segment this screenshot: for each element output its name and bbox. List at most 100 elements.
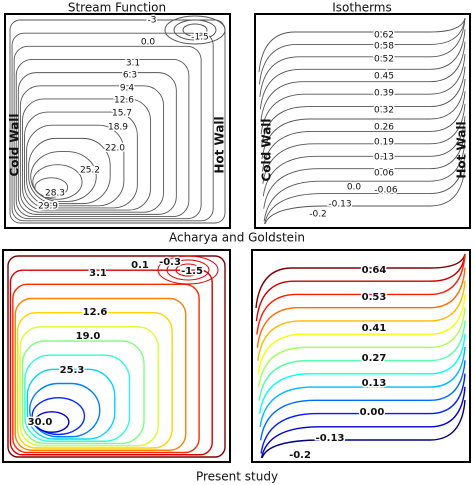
contour-line bbox=[9, 269, 213, 456]
contour-line bbox=[258, 17, 466, 73]
contour-line bbox=[24, 354, 131, 442]
contour-label: 25.2 bbox=[80, 166, 100, 176]
contour-label: -3 bbox=[148, 16, 157, 26]
contour-label: 6.3 bbox=[123, 71, 137, 81]
contour-label: 0.64 bbox=[362, 265, 387, 276]
contour-line bbox=[29, 382, 101, 438]
contour-lines bbox=[7, 15, 466, 459]
contour-label: 0.39 bbox=[374, 89, 394, 99]
contour-line bbox=[173, 19, 217, 41]
contour-line bbox=[259, 17, 466, 97]
contour-line bbox=[258, 307, 466, 388]
contour-line bbox=[255, 253, 466, 309]
contour-label: 0.58 bbox=[374, 42, 394, 52]
contour-label: 0.00 bbox=[360, 407, 385, 418]
contour-line bbox=[13, 45, 202, 220]
contour-label: 0.41 bbox=[362, 323, 387, 334]
panel-frame bbox=[4, 13, 231, 229]
contour-line bbox=[264, 153, 466, 225]
contour-line bbox=[166, 259, 210, 281]
contour-label: -0.06 bbox=[374, 186, 398, 196]
contour-line bbox=[26, 124, 125, 207]
contour-line bbox=[262, 103, 466, 184]
contour-line bbox=[182, 23, 208, 37]
contour-label: 30.0 bbox=[28, 417, 53, 428]
contour-label: 0.1 bbox=[131, 260, 149, 271]
contour-line bbox=[260, 54, 466, 135]
contour-line bbox=[264, 165, 466, 225]
contour-label: 0.0 bbox=[141, 38, 156, 48]
contour-line bbox=[257, 294, 466, 375]
contour-line bbox=[263, 141, 466, 222]
contour-line bbox=[33, 411, 70, 433]
contour-line bbox=[164, 15, 226, 45]
wall-label: Cold Wall bbox=[260, 118, 274, 181]
contour-line bbox=[256, 254, 466, 335]
contour-line bbox=[257, 280, 466, 362]
contour-line bbox=[175, 263, 201, 277]
contour-label: 0.19 bbox=[374, 138, 394, 148]
wall-label: Hot Wall bbox=[213, 116, 227, 173]
contour-label: 9.4 bbox=[120, 84, 135, 94]
contour-label: -1.5 bbox=[181, 266, 203, 277]
contour-label: 29.9 bbox=[38, 202, 58, 212]
contour-line bbox=[258, 17, 466, 85]
contour-line bbox=[157, 255, 219, 285]
contour-label: 22.0 bbox=[105, 144, 125, 154]
contour-label: -0.2 bbox=[309, 210, 327, 220]
contour-label: 0.32 bbox=[374, 106, 394, 116]
contour-line bbox=[30, 151, 97, 202]
contour-line bbox=[15, 59, 190, 217]
wall-label: Cold Wall bbox=[8, 113, 22, 176]
contour-label: 0.45 bbox=[374, 72, 394, 82]
contour-line bbox=[261, 399, 466, 459]
contour-label: 28.3 bbox=[45, 189, 65, 199]
contour-line bbox=[259, 360, 466, 441]
contour-label: 0.27 bbox=[362, 353, 387, 364]
contour-line bbox=[24, 111, 138, 209]
contour-label: 0.26 bbox=[374, 123, 394, 133]
contour-label: 12.6 bbox=[83, 307, 108, 318]
contour-line bbox=[32, 164, 83, 200]
panel-frame bbox=[2, 249, 231, 463]
contour-line bbox=[16, 311, 173, 449]
wall-label: Hot Wall bbox=[455, 121, 469, 178]
panel-frame bbox=[251, 249, 471, 463]
contour-line bbox=[19, 326, 159, 447]
contour-label: -0.13 bbox=[328, 200, 351, 210]
contour-line bbox=[261, 78, 466, 160]
contour-line bbox=[260, 41, 466, 122]
contour-label: 0.62 bbox=[374, 31, 394, 41]
contour-line bbox=[7, 255, 226, 458]
contour-line bbox=[28, 137, 111, 205]
contour-label: 0.06 bbox=[374, 169, 394, 179]
contour-line bbox=[14, 297, 187, 451]
contour-label: 0.13 bbox=[374, 153, 394, 163]
caption: Acharya and Goldstein bbox=[169, 231, 305, 245]
contour-label: 0.52 bbox=[374, 55, 394, 65]
contour-label: 0.13 bbox=[362, 378, 387, 389]
contour-line bbox=[17, 72, 177, 215]
contour-label: -0.3 bbox=[159, 257, 181, 268]
panel-title: Stream Function bbox=[68, 1, 166, 15]
contour-label: 3.1 bbox=[126, 59, 140, 69]
contour-label: 18.9 bbox=[108, 123, 128, 133]
contour-line bbox=[9, 19, 226, 224]
contour-line bbox=[258, 333, 466, 414]
contour-label: 19.0 bbox=[76, 331, 101, 342]
contour-line bbox=[258, 320, 466, 401]
contour-label: 3.1 bbox=[89, 268, 107, 279]
contour-line bbox=[34, 177, 69, 198]
contour-line bbox=[255, 253, 466, 322]
contour-line bbox=[259, 347, 466, 428]
contour-label: -0.2 bbox=[289, 450, 311, 461]
contour-label: 12.6 bbox=[114, 96, 134, 106]
panel-title: Isotherms bbox=[332, 1, 392, 15]
contour-line bbox=[259, 29, 466, 110]
contour-label: 15.7 bbox=[112, 109, 132, 119]
contour-label: -0.13 bbox=[316, 433, 345, 444]
contour-line bbox=[262, 116, 466, 197]
contour-line bbox=[19, 85, 165, 213]
